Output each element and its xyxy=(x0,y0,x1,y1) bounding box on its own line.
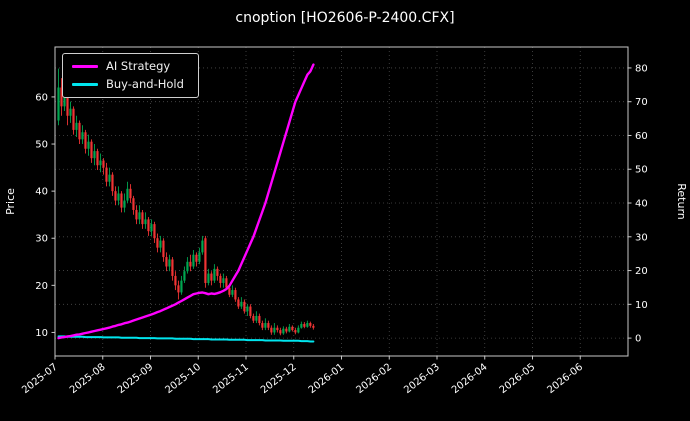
svg-text:2026-04: 2026-04 xyxy=(450,362,490,396)
svg-text:30: 30 xyxy=(35,234,48,245)
svg-text:30: 30 xyxy=(635,232,648,243)
svg-text:50: 50 xyxy=(635,165,648,176)
svg-text:0: 0 xyxy=(635,334,641,345)
svg-text:40: 40 xyxy=(35,187,48,198)
svg-text:10: 10 xyxy=(635,300,648,311)
buy-and-hold-line-swatch xyxy=(72,82,98,86)
svg-text:70: 70 xyxy=(635,97,648,108)
svg-text:2026-02: 2026-02 xyxy=(354,362,394,396)
svg-text:20: 20 xyxy=(635,266,648,277)
svg-text:60: 60 xyxy=(35,92,48,103)
ai-strategy-line-swatch xyxy=(72,65,98,69)
svg-text:2025-07: 2025-07 xyxy=(20,362,60,396)
svg-text:2025-10: 2025-10 xyxy=(163,362,203,396)
svg-text:2025-11: 2025-11 xyxy=(211,362,251,396)
svg-text:10: 10 xyxy=(35,328,48,339)
legend: AI Strategy Buy-and-Hold xyxy=(62,53,199,98)
svg-text:2026-03: 2026-03 xyxy=(402,362,442,396)
legend-label-ai-strategy: AI Strategy xyxy=(106,59,171,73)
legend-item-ai-strategy: AI Strategy xyxy=(72,59,184,73)
svg-text:2025-12: 2025-12 xyxy=(259,362,299,396)
svg-text:50: 50 xyxy=(35,140,48,151)
chart-title: cnoption [HO2606-P-2400.CFX] xyxy=(235,10,455,26)
svg-text:Price: Price xyxy=(4,188,17,215)
svg-text:2025-08: 2025-08 xyxy=(68,362,108,396)
svg-text:Return: Return xyxy=(675,183,688,220)
svg-text:2026-05: 2026-05 xyxy=(498,362,538,396)
legend-item-buy-and-hold: Buy-and-Hold xyxy=(72,76,184,91)
svg-text:2026-01: 2026-01 xyxy=(307,362,347,396)
svg-text:80: 80 xyxy=(635,63,648,74)
svg-text:2025-09: 2025-09 xyxy=(116,362,156,396)
svg-text:60: 60 xyxy=(635,131,648,142)
legend-label-buy-and-hold: Buy-and-Hold xyxy=(106,76,184,91)
svg-text:40: 40 xyxy=(635,199,648,210)
svg-text:2026-06: 2026-06 xyxy=(545,362,585,396)
svg-text:20: 20 xyxy=(35,281,48,292)
